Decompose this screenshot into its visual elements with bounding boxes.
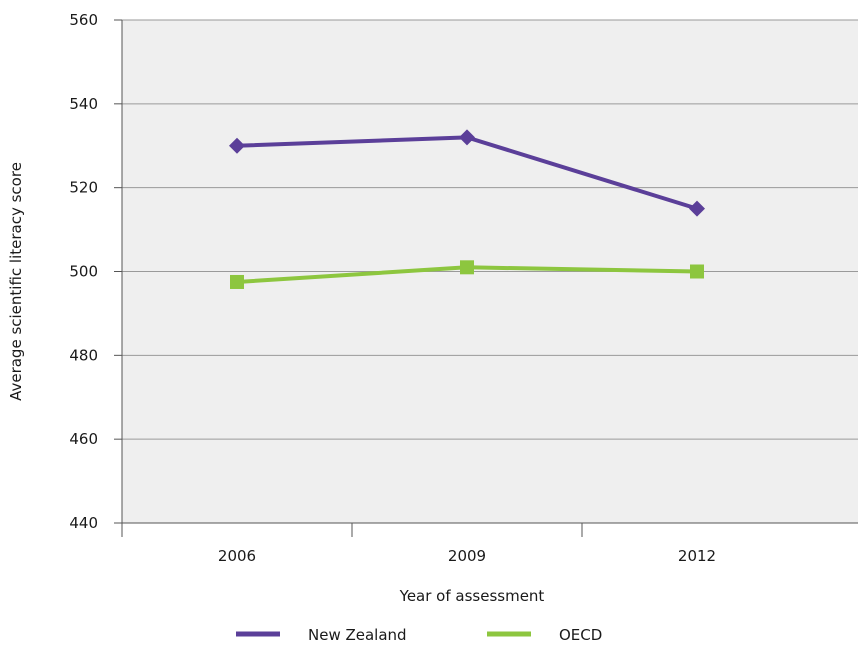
x-tick-label: 2009: [448, 547, 486, 565]
x-tick-labels: 2006 2009 2012: [218, 547, 716, 565]
axes: [121, 20, 858, 537]
x-tick-label: 2006: [218, 547, 256, 565]
x-axis-title: Year of assessment: [399, 587, 545, 605]
y-tick-label: 540: [69, 95, 98, 113]
data-point-diamond: [229, 137, 245, 154]
data-point-square: [690, 264, 704, 279]
data-point-diamond: [459, 129, 475, 146]
x-tick-label: 2012: [678, 547, 716, 565]
legend: New Zealand OECD: [236, 626, 602, 644]
legend-label: New Zealand: [308, 626, 407, 642]
y-tick-label: 480: [69, 346, 98, 364]
series-lines: [229, 129, 705, 289]
data-point-diamond: [689, 200, 705, 217]
y-tick-labels: 440 460 480 500 520 540 560: [69, 11, 98, 532]
gridlines: [114, 19, 858, 524]
data-point-square: [230, 274, 244, 289]
y-axis-title: Average scientific literacy score: [7, 162, 25, 401]
y-tick-label: 500: [69, 263, 98, 281]
y-tick-label: 440: [69, 514, 98, 532]
y-tick-label: 460: [69, 430, 98, 448]
data-point-square: [460, 260, 474, 275]
y-tick-label: 520: [69, 179, 98, 197]
y-tick-label: 560: [69, 11, 98, 29]
legend-label: OECD: [559, 626, 602, 642]
